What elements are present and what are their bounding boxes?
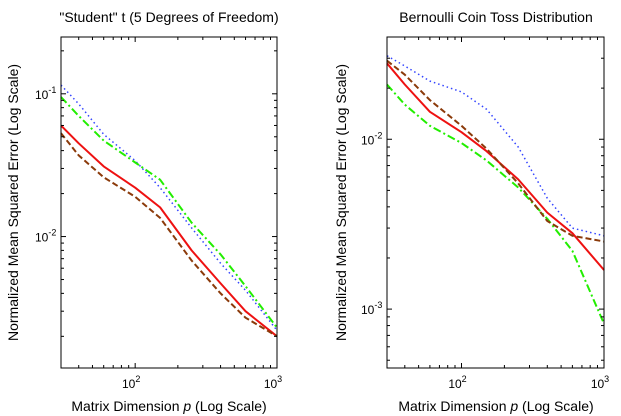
x-axis-label: Matrix Dimension p (Log Scale) — [398, 398, 593, 414]
axes-box — [60, 36, 278, 369]
y-tick-label: 10-2 — [35, 228, 56, 245]
x-tick-label: 103 — [591, 374, 609, 391]
series-line-dashed-brown — [386, 59, 605, 243]
chart-student-t: "Student" t (5 Degrees of Freedom) 102 103… — [5, 9, 282, 414]
y-axis-label: Normalized Mean Squared Error (Log Scale… — [5, 64, 21, 341]
y-tick-label: 10-2 — [361, 130, 382, 147]
series-line-dashed-brown — [60, 132, 278, 338]
series-line-solid-red — [386, 62, 605, 271]
series-line-dashdot-green — [60, 96, 278, 329]
series-line-dashdot-green — [386, 83, 605, 325]
axes-box — [386, 36, 605, 369]
chart-bernoulli: Bernoulli Coin Toss Distribution 102 103 10… — [333, 9, 609, 414]
y-axis-label: Normalized Mean Squared Error (Log Scale… — [333, 64, 349, 341]
chart-title: "Student" t (5 Degrees of Freedom) — [59, 9, 278, 25]
x-tick-label: 103 — [264, 374, 282, 391]
x-axis-label: Matrix Dimension p (Log Scale) — [71, 398, 266, 414]
y-tick-label: 10-1 — [35, 85, 56, 102]
chart-title: Bernoulli Coin Toss Distribution — [399, 9, 593, 25]
x-tick-label: 102 — [122, 374, 140, 391]
y-tick-label: 10-3 — [361, 300, 382, 317]
series-line-dotted-blue — [386, 55, 605, 237]
series-line-solid-red — [60, 124, 278, 338]
x-tick-label: 102 — [448, 374, 466, 391]
